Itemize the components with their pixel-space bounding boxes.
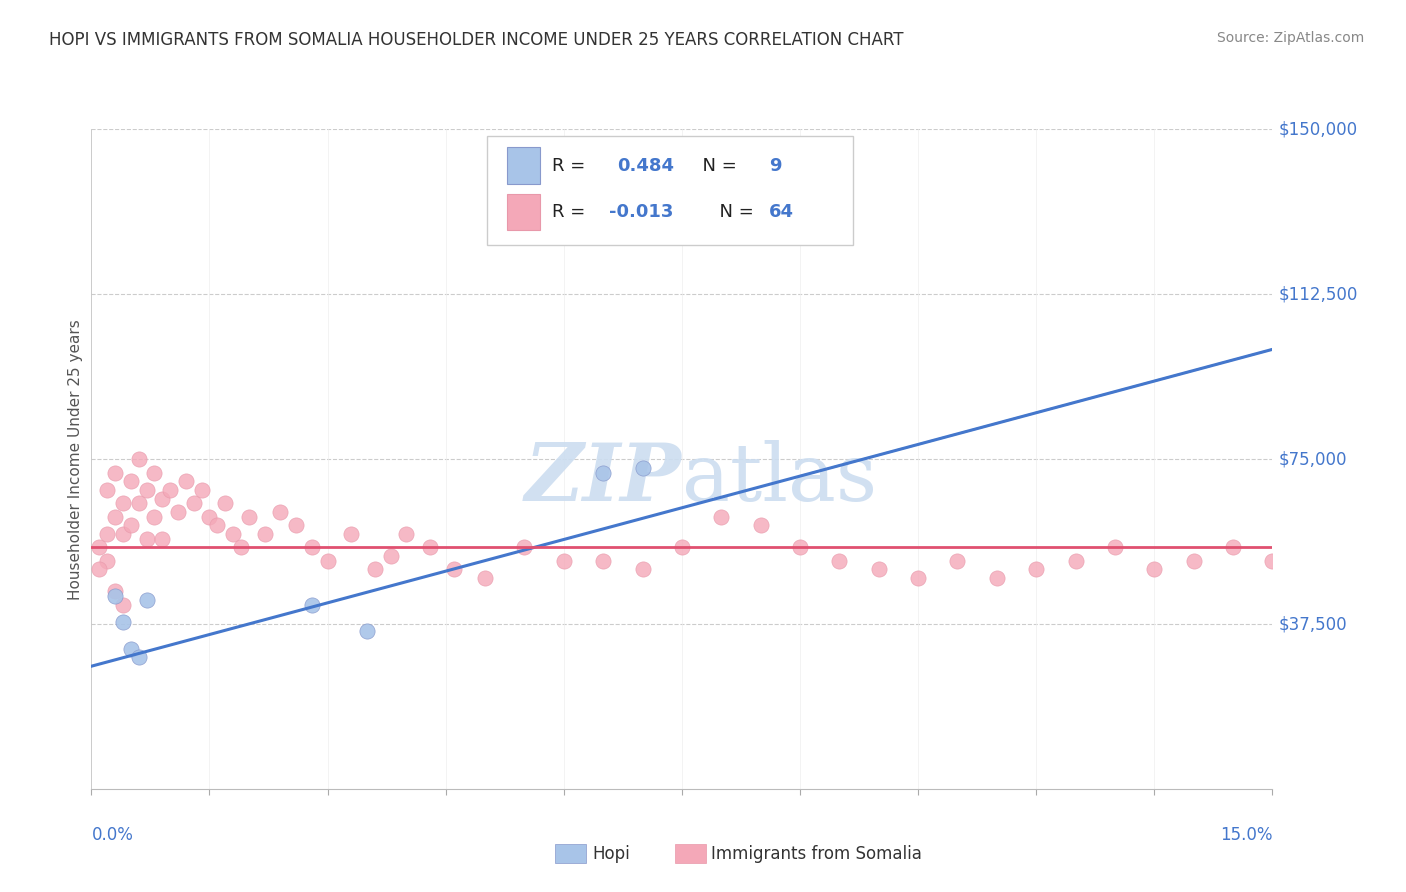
Point [1064,553,1087,567]
Point [229,541,252,555]
Point [380,549,402,564]
Point [120,475,142,489]
Point [631,562,654,576]
Text: HOPI VS IMMIGRANTS FROM SOMALIA HOUSEHOLDER INCOME UNDER 25 YEARS CORRELATION CH: HOPI VS IMMIGRANTS FROM SOMALIA HOUSEHOL… [49,31,904,49]
Point [96,483,118,498]
Point [986,571,1008,585]
Point [907,571,929,585]
Point [183,496,205,510]
Point [207,518,229,533]
Point [143,509,166,524]
Text: 15.0%: 15.0% [1220,826,1272,844]
Text: Hopi: Hopi [592,845,630,863]
Point [316,553,339,567]
Point [214,496,236,510]
Text: $37,500: $37,500 [1278,615,1347,633]
Point [150,491,173,506]
Point [190,483,212,498]
Point [553,553,575,567]
Point [592,466,614,480]
Text: $75,000: $75,000 [1278,450,1347,468]
Point [111,615,134,630]
Point [1222,541,1244,555]
Point [150,532,173,546]
Point [789,541,811,555]
Y-axis label: Householder Income Under 25 years: Householder Income Under 25 years [67,319,83,599]
Text: -0.013: -0.013 [609,202,673,221]
Point [285,518,308,533]
Point [301,541,323,555]
Point [395,527,418,541]
Point [120,641,142,656]
Point [474,571,496,585]
Point [120,518,142,533]
Point [340,527,363,541]
Point [1182,553,1205,567]
Text: Source: ZipAtlas.com: Source: ZipAtlas.com [1216,31,1364,45]
Point [89,541,111,555]
Point [356,624,378,638]
Text: 0.0%: 0.0% [91,826,134,844]
Point [96,527,118,541]
Text: 64: 64 [769,202,794,221]
Point [135,483,157,498]
Bar [508,194,540,230]
Point [631,461,654,475]
Point [710,509,733,524]
Point [159,483,181,498]
Point [828,553,851,567]
Point [89,562,111,576]
Point [1143,562,1166,576]
Point [104,584,127,599]
Point [253,527,276,541]
Point [269,505,291,519]
Point [128,650,150,665]
Point [104,466,127,480]
Point [1025,562,1047,576]
Point [868,562,890,576]
Text: R =: R = [553,202,591,221]
Bar [508,147,540,184]
Point [513,541,536,555]
Text: N =: N = [692,157,748,175]
Point [198,509,221,524]
Point [174,475,197,489]
Point [301,598,323,612]
Point [592,553,614,567]
Point [135,532,157,546]
Point [96,553,118,567]
Text: R =: R = [553,157,596,175]
Point [1261,553,1284,567]
Text: 9: 9 [769,157,782,175]
Point [111,598,134,612]
Text: $150,000: $150,000 [1278,120,1357,138]
Point [104,589,127,603]
Point [222,527,245,541]
Point [104,509,127,524]
Point [135,593,157,607]
Point [167,505,190,519]
Point [143,466,166,480]
Text: ZIP: ZIP [524,441,682,518]
Point [419,541,441,555]
Point [443,562,465,576]
Point [238,509,260,524]
Text: Immigrants from Somalia: Immigrants from Somalia [711,845,922,863]
Point [128,452,150,467]
Text: atlas: atlas [682,440,877,518]
Text: N =: N = [707,202,759,221]
Text: $112,500: $112,500 [1278,285,1358,303]
Point [1104,541,1126,555]
Point [671,541,693,555]
Point [749,518,772,533]
Text: 0.484: 0.484 [617,157,673,175]
Point [128,496,150,510]
FancyBboxPatch shape [486,136,853,245]
Point [111,496,134,510]
Point [111,527,134,541]
Point [364,562,387,576]
Point [946,553,969,567]
